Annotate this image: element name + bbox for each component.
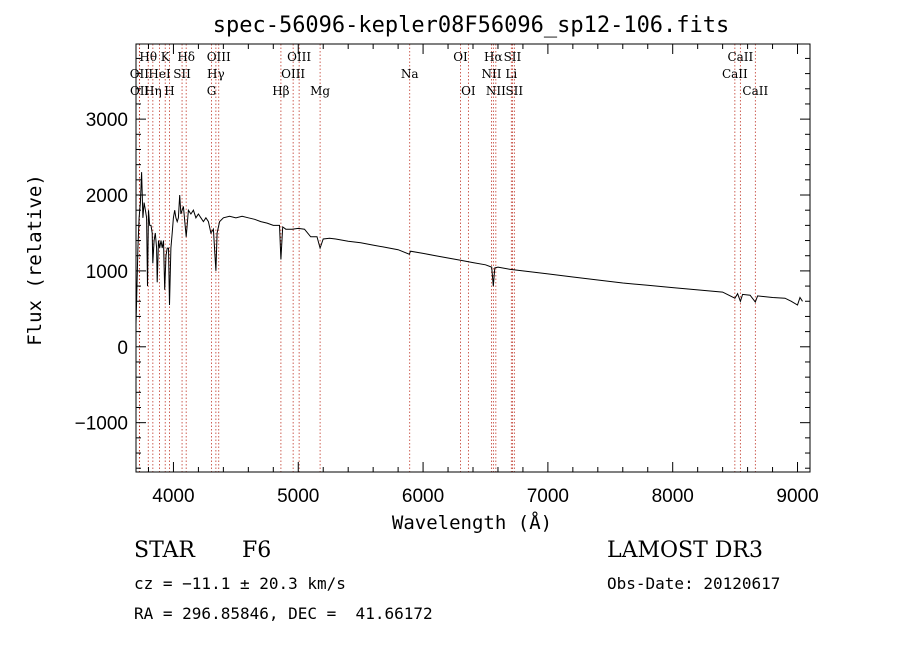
x-axis-label: Wavelength (Å) (392, 511, 552, 534)
x-tick-label: 4000 (152, 486, 194, 507)
line-label-OIII: OIII (207, 50, 231, 64)
line-label-G: G (207, 84, 217, 98)
y-tick-label: 3000 (86, 110, 128, 131)
line-label-OII: OII (130, 84, 150, 98)
line-label-NII: NII (486, 84, 506, 98)
survey-name: LAMOST DR3 (607, 538, 763, 563)
line-label-H: H (164, 84, 174, 98)
line-label-CaII: CaII (727, 50, 753, 64)
line-label-SII: SII (173, 67, 191, 81)
spectrum-line (135, 172, 803, 325)
x-tick-label: 6000 (402, 486, 444, 507)
line-label-Hα: Hα (484, 50, 503, 64)
redshift-cz: cz = −11.1 ± 20.3 km/s (134, 574, 346, 593)
line-label-K: K (161, 50, 171, 64)
line-label-Hθ: Hθ (139, 50, 157, 64)
y-axis-label: Flux (relative) (24, 174, 46, 346)
line-label-CaII: CaII (722, 67, 748, 81)
x-tick-label: 5000 (277, 486, 319, 507)
line-label-Hδ: Hδ (177, 50, 195, 64)
x-tick-label: 7000 (527, 486, 569, 507)
observation-date: Obs-Date: 20120617 (607, 574, 781, 593)
line-label-Hη: Hη (144, 84, 162, 98)
y-tick-label: −1000 (75, 414, 128, 435)
line-label-Na: Na (401, 67, 419, 81)
y-tick-label: 1000 (86, 262, 128, 283)
line-label-SII: SII (505, 84, 523, 98)
line-label-NII: NII (481, 67, 501, 81)
line-label-CaII: CaII (742, 84, 768, 98)
chart-title: spec-56096-kepler08F56096_sp12-106.fits (213, 13, 730, 38)
line-label-OIII: OIII (281, 67, 305, 81)
line-label-OI: OI (453, 50, 468, 64)
x-tick-label: 8000 (652, 486, 694, 507)
plot-frame (135, 43, 811, 473)
line-label-OI: OI (461, 84, 476, 98)
line-label-SII: SII (504, 50, 522, 64)
line-label-Mg: Mg (310, 84, 330, 98)
line-label-HeI: HeI (148, 67, 171, 81)
y-axis-ticks: −1000 0 1000 2000 3000 (75, 57, 810, 469)
object-class: STAR (134, 538, 195, 563)
x-tick-label: 9000 (776, 486, 818, 507)
line-label-OIII: OIII (287, 50, 311, 64)
object-subclass: F6 (242, 538, 272, 563)
line-label-Hβ: Hβ (272, 84, 289, 98)
line-label-Li: Li (505, 67, 517, 81)
y-tick-label: 0 (117, 338, 128, 359)
y-tick-label: 2000 (86, 186, 128, 207)
coordinates: RA = 296.85846, DEC = 41.66172 (134, 604, 433, 623)
line-label-Hγ: Hγ (207, 67, 225, 81)
x-axis-ticks: 4000 5000 6000 7000 8000 9000 (147, 44, 819, 507)
